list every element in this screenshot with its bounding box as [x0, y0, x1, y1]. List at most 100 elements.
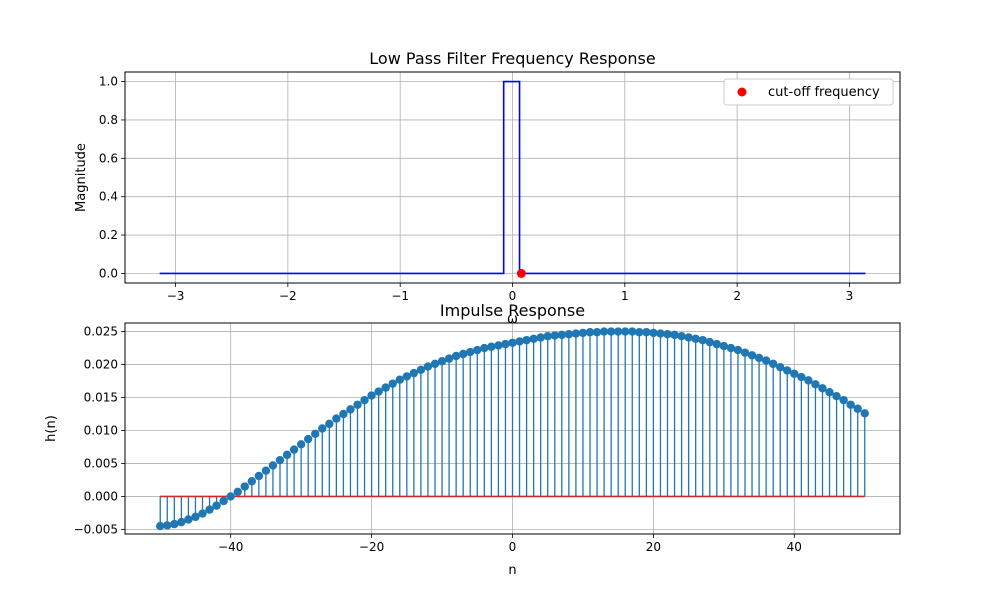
stem-marker	[790, 369, 799, 378]
stem-marker	[719, 341, 729, 351]
stem-marker	[853, 404, 862, 413]
stem-marker	[571, 329, 581, 338]
stem-marker	[184, 515, 193, 524]
y-tick-label: 0.005	[84, 456, 118, 470]
y-axis-label: h(n)	[44, 415, 59, 442]
stem-marker	[261, 466, 271, 475]
stem-marker	[768, 359, 778, 369]
stem-marker	[451, 351, 461, 361]
y-tick-label: 0.6	[99, 151, 118, 165]
stem-marker	[564, 330, 574, 339]
stem-marker	[402, 372, 412, 381]
stem-marker	[529, 334, 538, 344]
stem-marker	[543, 331, 552, 341]
series-layer	[159, 80, 866, 278]
stem-marker	[628, 327, 637, 336]
stem-marker	[642, 328, 651, 337]
stem-marker	[395, 375, 404, 384]
x-axis-label: n	[508, 563, 516, 578]
stem-marker	[191, 512, 200, 522]
x-tick-label: 0	[509, 289, 517, 303]
stem-marker	[177, 517, 186, 527]
stem-marker	[860, 409, 869, 418]
stem-marker	[515, 337, 524, 346]
stem-marker	[705, 337, 714, 347]
stem-marker	[353, 400, 362, 409]
x-tick-label: −2	[279, 289, 297, 303]
stem-marker	[219, 496, 228, 506]
stem-marker	[458, 349, 468, 359]
x-tick-label: −1	[391, 289, 409, 303]
legend-box	[723, 78, 894, 106]
legend: cut-off frequency	[723, 78, 894, 106]
stem-marker	[374, 387, 383, 396]
stem-marker	[233, 487, 242, 496]
legend-label: cut-off frequency	[768, 85, 880, 100]
stem-marker	[684, 333, 693, 342]
stem-marker	[677, 331, 686, 341]
legend-marker	[737, 87, 747, 97]
x-tick-label: 3	[846, 289, 854, 303]
stem-marker	[747, 351, 757, 360]
stem-marker	[480, 343, 489, 353]
stem-marker	[346, 405, 355, 414]
chart-title: Impulse Response	[440, 301, 585, 320]
stem-marker	[423, 362, 433, 371]
stem-marker	[226, 492, 235, 501]
y-tick-label: 0.000	[84, 489, 118, 503]
stem-marker	[444, 354, 454, 363]
stem-marker	[621, 327, 630, 336]
y-tick-label: 0.015	[84, 391, 118, 405]
stem-marker	[522, 335, 531, 345]
y-tick-label: 0.020	[84, 358, 118, 372]
stem-marker	[832, 391, 841, 401]
series-layer	[156, 327, 869, 531]
x-tick-label: 2	[733, 289, 741, 303]
y-tick-label: 0.0	[99, 266, 118, 280]
stem-marker	[557, 330, 567, 340]
stem-marker	[550, 331, 559, 340]
y-tick-label: 0.8	[99, 113, 118, 127]
x-tick-label: 1	[621, 289, 629, 303]
stem-marker	[289, 445, 299, 454]
stem-marker	[754, 353, 764, 363]
stem-marker	[170, 519, 179, 529]
stem-marker	[846, 400, 855, 409]
stem-marker	[783, 366, 792, 375]
stem-marker	[508, 338, 517, 347]
stem-marker	[212, 501, 221, 510]
stem-marker	[663, 330, 672, 339]
stem-marker	[691, 334, 700, 344]
frequency-response-plot: −3 −2 −1 0 1 2 3 0.0 0.2 0.4 0.6 0.8 1.0 Low Pass Fi…	[74, 49, 901, 327]
stem-marker	[776, 362, 785, 372]
stem-marker	[282, 450, 292, 460]
stem-marker	[578, 328, 588, 338]
stem-marker	[360, 395, 369, 405]
stem-marker	[205, 505, 214, 514]
stem-marker	[156, 521, 165, 531]
y-tick-label: 1.0	[99, 75, 118, 89]
chart-title: Low Pass Filter Frequency Response	[369, 49, 655, 68]
x-tick-label: −20	[359, 540, 384, 554]
stem-marker	[198, 509, 207, 518]
stem-marker	[606, 327, 616, 336]
stem-marker	[825, 388, 834, 397]
ticks: −40 −20 0 20 40 −0.005 0.000 0.005 0.010 0.015 0.0…	[74, 325, 802, 554]
stem-marker	[613, 327, 623, 336]
stem-marker	[536, 333, 545, 342]
x-tick-label: −3	[167, 289, 185, 303]
stem-marker	[656, 329, 665, 338]
x-axis-label: ω	[507, 312, 518, 327]
stem-marker	[804, 376, 813, 385]
y-tick-label: 0.025	[84, 325, 118, 339]
cutoff-point	[516, 268, 526, 278]
stem-marker	[332, 414, 341, 423]
x-tick-label: 0	[509, 540, 517, 554]
stem-marker	[466, 347, 475, 357]
y-tick-label: −0.005	[74, 522, 118, 536]
stem-marker	[388, 379, 397, 388]
stem-marker	[599, 327, 609, 336]
stem-marker	[303, 434, 313, 444]
stem-marker	[240, 482, 249, 491]
